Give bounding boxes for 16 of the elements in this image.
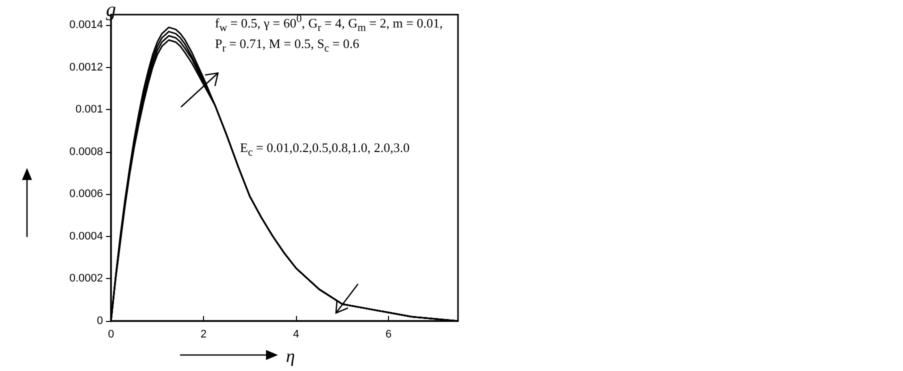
y-tick-label: 0.001 (75, 104, 103, 116)
x-tick-label: 2 (200, 328, 207, 340)
text: f$_{w}$ = 0.5, γ = 60$^{0}$, G$_{r}$ = 4, G$_{m}$ = 2, m = 0.01, (215, 13, 443, 34)
y-tick-label: 0.0004 (69, 230, 103, 242)
y-tick-label: 0.0014 (69, 19, 103, 32)
y-tick-label: 0 (96, 315, 103, 327)
y-tick-label: 0.0012 (69, 61, 103, 74)
annotation: P$_{r}$ = 0.71, M = 0.5, S$_{c}$ = 0.6 (215, 36, 360, 55)
x-tick-label: 6 (386, 328, 392, 340)
y-tick-label: 0.0002 (69, 272, 103, 285)
y-tick-label: 0.0008 (69, 146, 103, 158)
x-tick-label: 0 (108, 328, 114, 340)
annotation: E$_{c}$ = 0.01,0.2,0.5,0.8,1.0, 2.0,3.0 (240, 140, 410, 159)
x-tick-label: 4 (293, 328, 300, 340)
x-axis-title: η (286, 346, 296, 366)
y-tick-label: 0.0006 (69, 188, 103, 200)
